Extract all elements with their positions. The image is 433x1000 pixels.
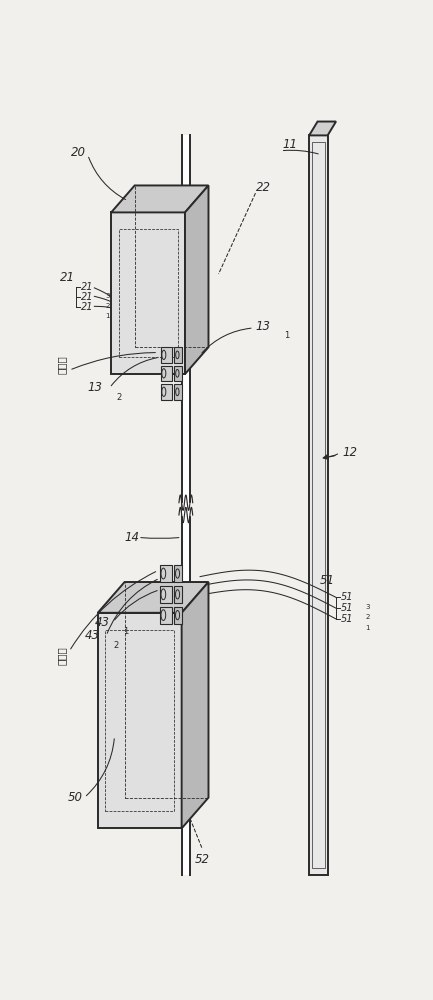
Text: 21: 21 [81, 282, 93, 292]
Bar [174, 384, 182, 400]
Text: 50: 50 [68, 791, 83, 804]
Polygon shape [185, 185, 209, 374]
Bar [161, 366, 171, 381]
Text: 1: 1 [284, 331, 290, 340]
Text: 键合线: 键合线 [57, 355, 67, 374]
Text: 13: 13 [87, 381, 103, 394]
Bar [98, 613, 182, 828]
Text: 3: 3 [105, 293, 110, 299]
Text: 14: 14 [125, 531, 139, 544]
Text: 43: 43 [94, 616, 110, 629]
Bar [174, 366, 182, 381]
Polygon shape [309, 122, 336, 135]
Text: 13: 13 [255, 320, 271, 333]
Bar [125, 582, 209, 798]
Polygon shape [111, 185, 209, 212]
Bar [174, 586, 182, 603]
Text: 1: 1 [105, 313, 110, 319]
Bar [174, 607, 182, 624]
Bar [160, 586, 171, 603]
Bar [182, 135, 190, 875]
Text: 43: 43 [84, 629, 99, 642]
Text: 11: 11 [282, 138, 297, 151]
Text: 22: 22 [255, 181, 271, 194]
Text: 21: 21 [60, 271, 75, 284]
Text: 2: 2 [117, 393, 122, 402]
Bar [312, 142, 325, 868]
Text: 12: 12 [342, 446, 357, 459]
Bar [174, 565, 182, 582]
Text: 52: 52 [195, 853, 210, 866]
Bar [174, 347, 182, 363]
Text: 51: 51 [341, 592, 353, 602]
Text: 2: 2 [365, 614, 370, 620]
Bar [160, 607, 171, 624]
Text: 21: 21 [81, 302, 93, 312]
Bar [135, 185, 209, 347]
Text: 1: 1 [123, 627, 129, 636]
Text: 3: 3 [365, 604, 370, 610]
Text: 2: 2 [105, 303, 110, 309]
Bar [161, 347, 171, 363]
Text: 键合线: 键合线 [57, 646, 67, 665]
Text: 51: 51 [320, 574, 335, 587]
Polygon shape [98, 582, 209, 613]
Bar [111, 212, 185, 374]
Text: 1: 1 [365, 625, 370, 631]
Text: 2: 2 [113, 641, 119, 650]
Text: 51: 51 [341, 614, 353, 624]
Bar [161, 384, 171, 400]
Bar [160, 565, 171, 582]
Text: 20: 20 [71, 146, 86, 159]
Text: 21: 21 [81, 292, 93, 302]
Text: 51: 51 [341, 603, 353, 613]
Bar [309, 135, 328, 875]
Polygon shape [182, 582, 209, 828]
